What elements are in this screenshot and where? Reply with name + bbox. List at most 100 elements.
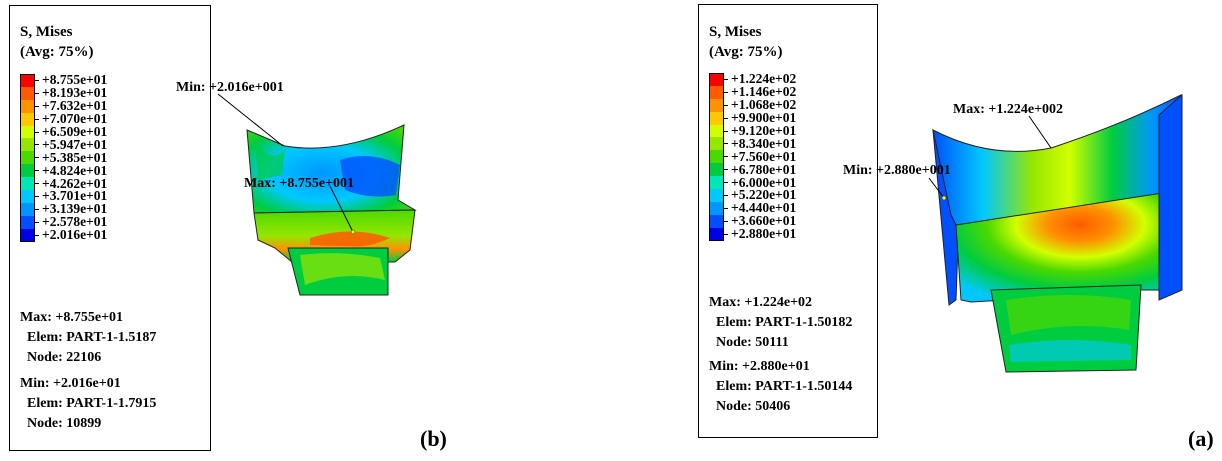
legend-entry: +7.560e+01 <box>709 148 797 164</box>
legend-value: +2.016e+01 <box>42 227 108 243</box>
min-node: Node: 50406 <box>716 399 791 414</box>
legend-tick <box>34 170 39 172</box>
legend-value: +4.440e+01 <box>731 200 797 216</box>
legend-tick <box>723 117 728 119</box>
legend-tick <box>34 92 39 94</box>
min-stats-b: Min: +2.016e+01 Elem: PART-1-1.7915 Node… <box>20 374 156 434</box>
legend-entry: +4.824e+01 <box>20 163 107 178</box>
legend-value: +2.880e+01 <box>731 226 797 242</box>
legend-tick <box>723 78 728 80</box>
legend-value: +6.780e+01 <box>731 161 797 177</box>
legend-title: S, Mises <box>709 24 762 40</box>
legend-entry: +9.120e+01 <box>709 124 796 138</box>
blue-region <box>340 156 400 197</box>
legend-title: S, Mises <box>20 24 73 40</box>
legend-value: +3.701e+01 <box>42 188 108 204</box>
legend-entry: +7.070e+01 <box>20 112 107 126</box>
legend-entry: +5.385e+01 <box>20 149 108 165</box>
legend-value: +1.146e+02 <box>731 84 797 100</box>
max-value: Max: +8.755e+01 <box>20 310 124 325</box>
legend-entry: +2.880e+01 <box>709 226 797 242</box>
legend-value: +7.632e+01 <box>42 98 108 114</box>
legend-entry: +3.701e+01 <box>20 188 108 204</box>
legend-entry: +1.068e+02 <box>709 97 797 113</box>
legend-entry: +5.947e+01 <box>20 136 108 152</box>
legend-value: +7.560e+01 <box>731 148 797 164</box>
legend-entry: +6.780e+01 <box>709 161 797 177</box>
legend-entry: +8.340e+01 <box>709 135 797 151</box>
legend-tick <box>34 144 39 146</box>
legend-tick <box>723 91 728 93</box>
max-marker <box>350 229 356 235</box>
legend-value: +4.262e+01 <box>42 175 108 191</box>
legend-tick <box>723 169 728 171</box>
legend-tick <box>34 208 39 210</box>
color-legend-b: +8.755e+01 +8.193e+01 +7.632e+01 +7.070e+01… <box>20 72 108 243</box>
legend-entry: +1.146e+02 <box>709 84 797 100</box>
legend-tick <box>723 207 728 209</box>
legend-tick <box>34 118 39 120</box>
part-right-face <box>1158 93 1183 301</box>
legend-value: +8.755e+01 <box>42 72 108 88</box>
legend-subtitle: (Avg: 75%) <box>20 44 94 60</box>
legend-entry: +4.262e+01 <box>20 175 108 191</box>
legend-value: +5.947e+01 <box>42 136 108 152</box>
legend-tick <box>34 183 39 185</box>
max-value: Max: +1.224e+02 <box>709 295 813 310</box>
panel-b: S, Mises (Avg: 75%) +8.755e+01 +8.193e+01… <box>9 5 447 451</box>
legend-tick <box>34 157 39 159</box>
max-elem: Elem: PART-1-1.5187 <box>27 330 157 345</box>
legend-entry: +4.440e+01 <box>709 200 797 216</box>
legend-entry: +7.632e+01 <box>20 98 108 114</box>
panel-a: S, Mises (Avg: 75%) +1.224e+02 +1.146e+02… <box>611 0 1222 461</box>
legend-entry: +3.660e+01 <box>709 214 796 228</box>
legend-entry: +8.755e+01 <box>20 72 108 88</box>
legend-value: +3.139e+01 <box>42 201 108 217</box>
min-annotation-b: Min: +2.016e+001 <box>176 80 284 95</box>
legend-subtitle: (Avg: 75%) <box>709 44 783 60</box>
legend-tick <box>34 221 39 223</box>
legend-box-a: S, Mises (Avg: 75%) +1.224e+02 +1.146e+02… <box>698 4 878 438</box>
stress-contour-b <box>217 93 417 296</box>
legend-value: +1.068e+02 <box>731 97 797 113</box>
legend-value: +6.509e+01 <box>42 124 108 139</box>
max-stats-b: Max: +8.755e+01 Elem: PART-1-1.5187 Node… <box>20 308 156 368</box>
max-node: Node: 50111 <box>716 335 789 350</box>
legend-tick <box>34 79 39 81</box>
max-stats-a: Max: +1.224e+02 Elem: PART-1-1.50182 Nod… <box>709 293 852 353</box>
legend-tick <box>34 105 39 107</box>
legend-entry: +8.193e+01 <box>20 86 107 100</box>
legend-tick <box>34 234 39 236</box>
legend-entry: +5.220e+01 <box>709 188 796 202</box>
legend-value: +5.385e+01 <box>42 149 108 165</box>
max-annotation-b: Max: +8.755e+001 <box>244 176 355 191</box>
max-stress-region <box>310 231 390 247</box>
stress-contour-a <box>928 93 1183 373</box>
min-elem: Elem: PART-1-1.50144 <box>716 379 853 394</box>
legend-tick <box>723 233 728 235</box>
legend-entry: +3.139e+01 <box>20 201 108 217</box>
legend-value: +1.224e+02 <box>731 71 797 87</box>
max-node: Node: 22106 <box>27 350 102 365</box>
blue-region <box>255 140 285 180</box>
legend-tick <box>34 195 39 197</box>
min-marker <box>941 195 947 201</box>
legend-tick <box>723 130 728 132</box>
legend-value: +8.340e+01 <box>731 135 797 151</box>
legend-entry: +2.578e+01 <box>20 215 107 229</box>
min-value: Min: +2.880e+01 <box>709 359 810 374</box>
legend-entry: +6.000e+01 <box>709 174 797 190</box>
color-legend-a: +1.224e+02 +1.146e+02 +1.068e+02 +9.900e+01… <box>709 71 797 242</box>
legend-tick <box>34 131 39 133</box>
legend-entry: +2.016e+01 <box>20 227 108 243</box>
legend-tick <box>723 194 728 196</box>
min-stats-a: Min: +2.880e+01 Elem: PART-1-1.50144 Nod… <box>709 357 852 417</box>
legend-value: +6.000e+01 <box>731 174 797 190</box>
min-elem: Elem: PART-1-1.7915 <box>27 396 157 411</box>
legend-entry: +9.900e+01 <box>709 111 796 125</box>
legend-entry: +6.509e+01 <box>20 124 108 139</box>
min-node: Node: 10899 <box>27 416 102 431</box>
min-annotation-a: Min: +2.880e+001 <box>843 163 951 178</box>
legend-tick <box>723 104 728 106</box>
max-elem: Elem: PART-1-1.50182 <box>716 315 853 330</box>
